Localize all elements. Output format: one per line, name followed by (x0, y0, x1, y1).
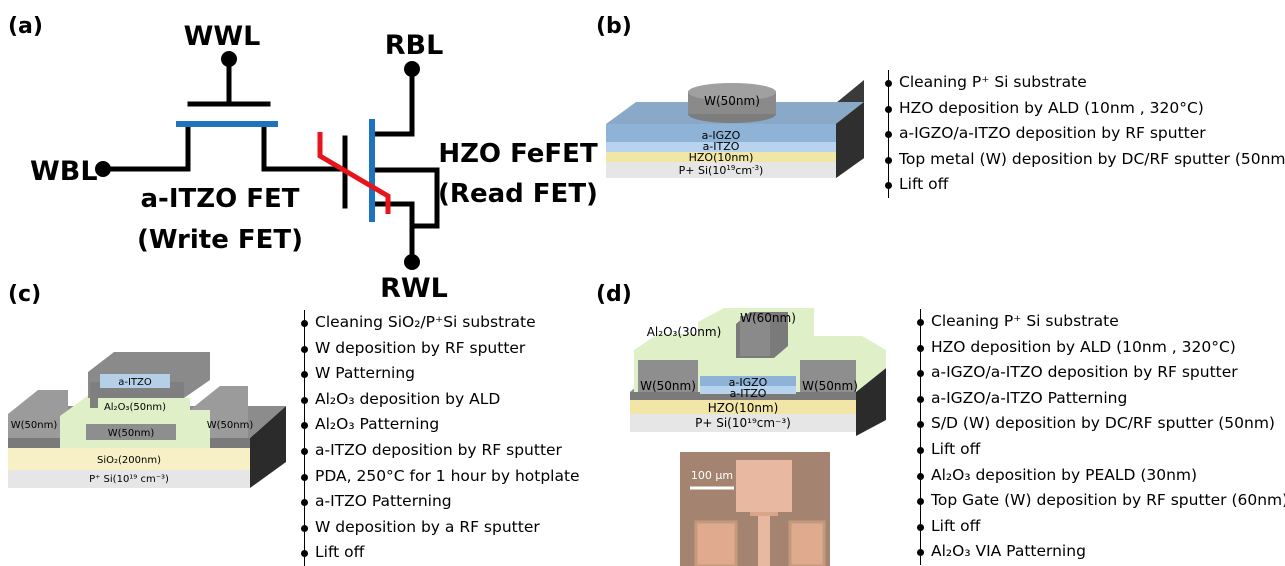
b-igzo-label: a-IGZO (702, 129, 741, 142)
d-step: Al₂O₃ VIA Patterning (916, 539, 1285, 565)
ferroelectric-symbol (317, 132, 391, 214)
c-step: a-ITZO deposition by RF sputter (300, 438, 580, 464)
b-step: Top metal (W) deposition by DC/RF sputte… (884, 147, 1285, 173)
panel-d-label: (d) (596, 282, 632, 307)
wbl-wire (100, 123, 191, 172)
d-step: Al₂O₃ deposition by PEALD (30nm) (916, 463, 1285, 489)
panel-b-label: (b) (596, 14, 632, 39)
d-step: Top Gate (W) deposition by RF sputter (6… (916, 488, 1285, 514)
c-stack-diagram: a-ITZO Al₂O₃(50nm) W(50nm) W(50nm) W(50n… (8, 352, 286, 488)
b-step: Cleaning P⁺ Si substrate (884, 70, 1285, 96)
c-process-steps: Cleaning SiO₂/P⁺Si substrate W depositio… (300, 310, 580, 566)
d-igzo-label: a-IGZO (729, 376, 768, 389)
b-step: HZO deposition by ALD (10nm , 320°C) (884, 96, 1285, 122)
b-process-steps: Cleaning P⁺ Si substrate HZO deposition … (884, 70, 1285, 198)
b-hzo-label: HZO(10nm) (689, 151, 754, 164)
b-top-metal-label: W(50nm) (704, 94, 760, 108)
rbl-wire (373, 67, 415, 137)
d-itzo-label: a-ITZO (730, 387, 767, 400)
d-w-left-label: W(50nm) (640, 379, 696, 393)
wwl-label: WWL (184, 21, 261, 52)
d-step: Lift off (916, 514, 1285, 540)
d-step: a-IGZO/a-ITZO deposition by RF sputter (916, 360, 1285, 386)
c-step: PDA, 250°C for 1 hour by hotplate (300, 464, 580, 490)
d-substrate-label: P+ Si(10¹⁹cm⁻³) (695, 416, 791, 430)
c-step: Cleaning SiO₂/P⁺Si substrate (300, 310, 580, 336)
c-substrate-label: P⁺ Si(10¹⁹ cm⁻³) (89, 474, 169, 485)
write-fet-sublabel: (Write FET) (137, 225, 303, 255)
rwl-wire (373, 201, 415, 265)
rbl-label: RBL (385, 30, 444, 61)
d-step: Lift off (916, 437, 1285, 463)
d-top-gate-label: W(60nm) (740, 311, 796, 325)
rwl-terminal-icon (404, 254, 420, 270)
d-al2o3-label: Al₂O₃(30nm) (647, 325, 722, 339)
d-hzo-label: HZO(10nm) (708, 401, 779, 415)
d-process-steps: Cleaning P⁺ Si substrate HZO deposition … (916, 309, 1285, 565)
d-step: S/D (W) deposition by DC/RF sputter (50n… (916, 411, 1285, 437)
c-al2o3-label: Al₂O₃(50nm) (104, 402, 166, 413)
c-sio2-label: SiO₂(200nm) (97, 455, 161, 466)
storage-node-wire (261, 123, 348, 172)
wbl-terminal-icon (95, 161, 111, 177)
read-fet-sublabel: (Read FET) (438, 179, 598, 209)
rbl-terminal-icon (404, 61, 420, 77)
body-wire (373, 167, 440, 229)
c-w-left-label: W(50nm) (11, 420, 58, 431)
c-w-right-label: W(50nm) (207, 420, 254, 431)
wbl-label: WBL (30, 156, 98, 187)
rwl-label: RWL (380, 273, 448, 300)
c-w-mid-label: W(50nm) (108, 428, 155, 439)
d-stack-diagram: W(60nm) Al₂O₃(30nm) W(50nm) W(50nm) a-IG… (630, 308, 886, 436)
c-itzo-label: a-ITZO (118, 377, 152, 388)
b-step: Lift off (884, 172, 1285, 198)
panel-a-label: (a) (8, 14, 43, 39)
d-step: Cleaning P⁺ Si substrate (916, 309, 1285, 335)
d-step: HZO deposition by ALD (10nm , 320°C) (916, 335, 1285, 361)
c-step: Al₂O₃ deposition by ALD (300, 387, 580, 413)
b-stack-diagram: W(50nm) a-IGZO a-ITZO HZO(10nm) P+ Si(10… (606, 80, 864, 178)
c-step: W deposition by RF sputter (300, 336, 580, 362)
b-substrate-label: P+ Si(1019cm-3) (679, 164, 764, 177)
read-fet-label: HZO FeFET (438, 139, 598, 169)
c-step: Lift off (300, 540, 580, 566)
panel-c-label: (c) (8, 282, 42, 307)
d-step: a-IGZO/a-ITZO Patterning (916, 386, 1285, 412)
c-step: Al₂O₃ Patterning (300, 412, 580, 438)
d-w-right-label: W(50nm) (802, 379, 858, 393)
wwl-terminal-icon (221, 51, 237, 67)
scale-bar-label: 100 µm (691, 469, 733, 482)
circuit-schematic: WWL RBL WBL RWL a-ITZO FET (Write FET) H… (30, 21, 598, 300)
d-micrograph: 100 µm (680, 452, 830, 566)
c-step: W deposition by a RF sputter (300, 515, 580, 541)
b-step: a-IGZO/a-ITZO deposition by RF sputter (884, 121, 1285, 147)
write-fet-label: a-ITZO FET (140, 184, 299, 214)
c-step: a-ITZO Patterning (300, 489, 580, 515)
b-itzo-label: a-ITZO (703, 140, 740, 153)
c-step: W Patterning (300, 361, 580, 387)
